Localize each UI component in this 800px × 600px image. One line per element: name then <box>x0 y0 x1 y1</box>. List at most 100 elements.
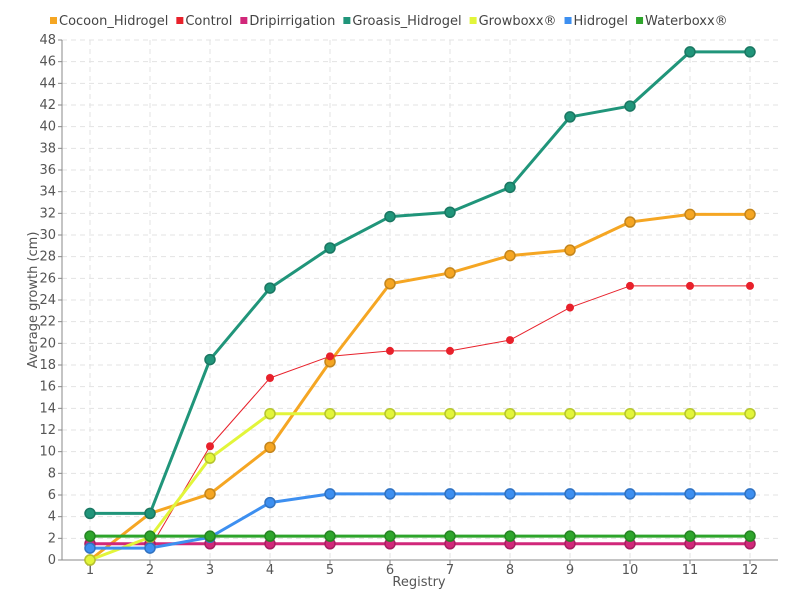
x-tick-label: 6 <box>386 563 394 578</box>
series-hidrogel <box>84 488 756 554</box>
y-tick-label: 10 <box>39 445 56 460</box>
legend-item-hidrogel: Hidrogel <box>564 14 629 29</box>
legend-label: Groasis_Hidrogel <box>352 14 461 29</box>
data-point <box>206 442 214 451</box>
x-tick-label: 8 <box>506 563 514 578</box>
y-tick-label: 34 <box>39 185 56 200</box>
data-point <box>444 206 456 218</box>
series-line-control <box>90 285 750 549</box>
legend-swatch <box>564 17 572 24</box>
data-point <box>744 488 756 500</box>
y-tick-label: 24 <box>39 293 56 308</box>
series-line-hidrogel <box>90 492 750 550</box>
data-point <box>504 181 516 194</box>
data-point <box>564 111 576 123</box>
data-point <box>684 408 696 420</box>
data-point <box>204 530 216 542</box>
gridlines <box>62 39 778 560</box>
x-tick-label: 11 <box>682 563 699 578</box>
series-groasis-hidrogel <box>84 46 756 520</box>
data-point <box>504 249 516 262</box>
data-point <box>504 488 516 500</box>
series-group <box>84 46 756 566</box>
y-tick-label: 14 <box>39 401 56 416</box>
legend-label: Growboxx® <box>479 14 557 29</box>
data-point <box>444 408 456 420</box>
data-point <box>684 208 696 221</box>
data-point <box>744 46 756 58</box>
legend-item-cocoon-hidrogel: Cocoon_Hidrogel <box>50 14 168 29</box>
data-point <box>384 530 396 542</box>
legend-swatch <box>50 17 57 24</box>
data-point <box>84 554 96 566</box>
x-tick-label: 12 <box>742 563 759 578</box>
legend-label: Control <box>185 14 232 29</box>
y-tick-label: 8 <box>48 466 56 481</box>
legend-label: Cocoon_Hidrogel <box>59 14 168 29</box>
data-point <box>204 488 216 500</box>
data-point <box>504 530 516 542</box>
data-point <box>624 530 636 542</box>
data-point <box>144 507 156 520</box>
x-tick-label: 5 <box>326 563 334 578</box>
data-point <box>324 488 336 500</box>
data-point <box>144 542 156 554</box>
data-point <box>624 100 636 112</box>
y-tick-label: 22 <box>39 315 56 330</box>
y-tick-label: 18 <box>39 358 56 373</box>
legend-item-waterboxx: Waterboxx® <box>636 14 728 29</box>
data-point <box>144 530 156 542</box>
data-point <box>444 530 456 542</box>
data-point <box>564 488 576 500</box>
data-point <box>624 488 636 500</box>
data-point <box>324 242 336 254</box>
y-tick-label: 6 <box>48 488 56 503</box>
y-tick-label: 48 <box>39 33 56 48</box>
x-tick-label: 4 <box>266 563 274 578</box>
y-tick-label: 30 <box>39 228 56 243</box>
y-tick-label: 2 <box>48 531 56 546</box>
data-point <box>386 346 394 355</box>
data-point <box>84 542 96 554</box>
y-tick-label: 12 <box>39 423 56 438</box>
x-tick-label: 3 <box>206 563 214 578</box>
data-point <box>264 282 276 294</box>
y-axis-title: Average growth (cm) <box>26 232 41 369</box>
y-tick-label: 32 <box>39 206 56 221</box>
data-point <box>324 530 336 542</box>
y-tick-label: 46 <box>39 55 56 70</box>
data-point <box>504 408 516 420</box>
x-tick-label: 9 <box>566 563 574 578</box>
y-tick-labels: 0246810121416182022242628303234363840424… <box>39 33 56 568</box>
y-tick-label: 0 <box>48 553 56 568</box>
data-point <box>564 530 576 542</box>
series-line-growboxx <box>89 412 750 562</box>
series-control <box>86 281 754 553</box>
data-point <box>624 408 636 420</box>
data-point <box>564 244 576 256</box>
data-point <box>204 353 216 366</box>
legend-label: Waterboxx® <box>645 14 728 29</box>
legend-label: Hidrogel <box>574 14 629 29</box>
legend-swatch <box>176 17 184 24</box>
legend-item-control: Control <box>176 14 232 29</box>
data-point <box>384 408 396 420</box>
x-tick-label: 10 <box>622 563 639 578</box>
data-point <box>566 303 574 312</box>
legend: Cocoon_Hidrogel Control Dripirrigation Groa… <box>50 14 728 29</box>
data-point <box>84 507 96 520</box>
series-line-groasis-hidrogel <box>90 50 750 515</box>
data-point <box>84 530 96 542</box>
data-point <box>506 336 514 345</box>
data-point <box>204 452 216 464</box>
x-tick-labels: 1 2 3 4 5 6 7 8 9 10 11 12 <box>86 563 758 578</box>
data-point <box>444 267 456 279</box>
y-tick-label: 28 <box>39 250 56 265</box>
data-point <box>626 281 634 290</box>
legend-swatch <box>343 17 351 24</box>
data-point <box>624 216 636 228</box>
axes <box>58 39 778 564</box>
data-point <box>746 281 754 290</box>
data-point <box>266 374 274 382</box>
